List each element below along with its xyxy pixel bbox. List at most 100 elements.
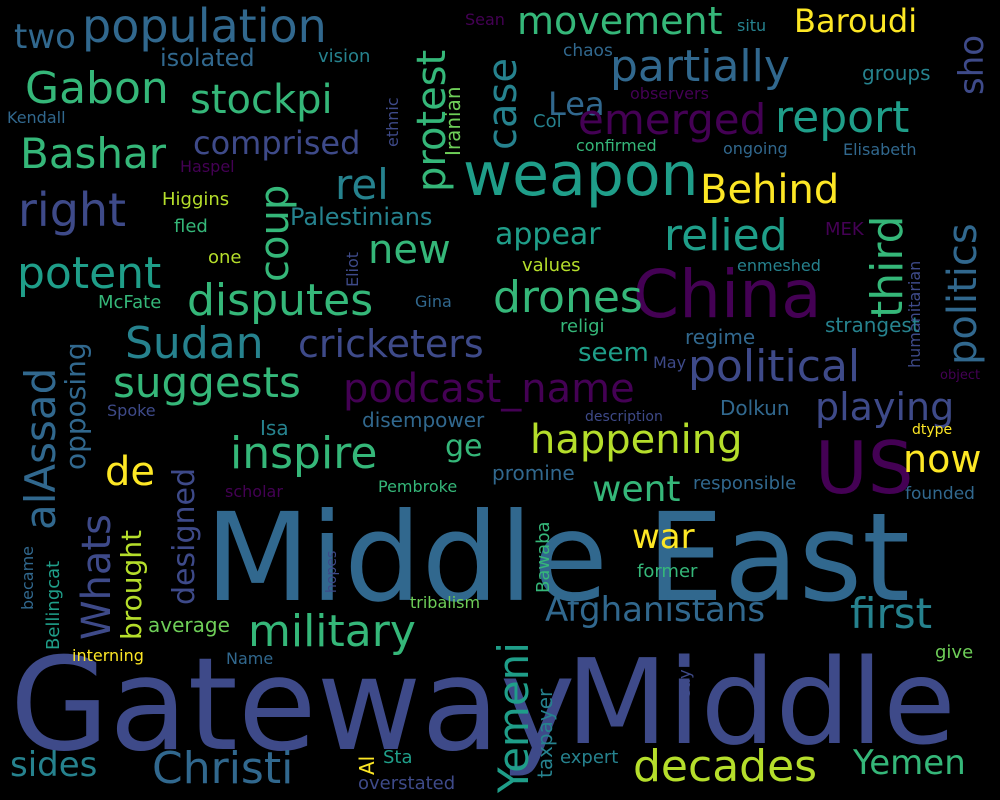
word-sho: sho <box>952 34 992 95</box>
word-politics: politics <box>940 223 986 365</box>
word-war: war <box>632 517 695 557</box>
word-description: description <box>585 409 663 425</box>
word-emerged: emerged <box>578 95 767 144</box>
word-population: population <box>82 0 327 53</box>
word-first: first <box>850 589 933 638</box>
word-relied: relied <box>664 210 788 261</box>
word-gabon: Gabon <box>25 63 169 114</box>
word-isolated: isolated <box>160 44 255 72</box>
word-military: military <box>248 606 416 657</box>
word-founded: founded <box>905 484 975 504</box>
word-protest: protest <box>409 49 455 192</box>
word-behind: Behind <box>700 167 840 213</box>
word-object: object <box>940 368 981 383</box>
word-ongoing: ongoing <box>723 139 788 158</box>
word-yemeni: Yemeni <box>489 642 538 793</box>
word-groups: groups <box>862 61 931 85</box>
word-taxpayer: taxpayer <box>533 688 557 778</box>
word-col: Col <box>533 111 562 132</box>
word-weapon: weapon <box>463 140 699 210</box>
word-christi: Christi <box>152 743 294 794</box>
word-scholar: scholar <box>225 482 283 501</box>
word-alassad: alAssad <box>16 367 65 530</box>
word-give: give <box>935 642 974 663</box>
word-mcfate: McFate <box>98 292 162 313</box>
word-bashar: Bashar <box>20 129 167 178</box>
word-afghanistans: Afghanistans <box>545 590 766 630</box>
word-kendall: Kendall <box>7 108 66 127</box>
word-decades: decades <box>633 741 818 792</box>
word-playing: playing <box>815 385 955 429</box>
word-political: political <box>688 341 861 392</box>
word-two: two <box>14 17 76 57</box>
word-drones: drones <box>493 272 643 323</box>
word-gina: Gina <box>415 292 452 311</box>
word-suggests: suggests <box>113 358 301 407</box>
word-average: average <box>148 613 230 637</box>
word-values: values <box>522 255 581 276</box>
word-disempower: disempower <box>362 408 485 432</box>
word-palestinians: Palestinians <box>290 203 433 231</box>
word-cricketers: cricketers <box>298 322 484 366</box>
word-higgins: Higgins <box>162 189 230 210</box>
word-isa: Isa <box>260 416 289 440</box>
word-dtype: dtype <box>912 422 953 438</box>
word-sides: sides <box>10 745 98 785</box>
word-seem: seem <box>578 338 649 368</box>
word-new: new <box>368 227 451 273</box>
word-inspire: inspire <box>230 428 378 479</box>
word-mek: MEK <box>825 219 864 240</box>
word-disputes: disputes <box>187 275 374 326</box>
word-vision: vision <box>318 46 371 67</box>
word-situ: situ <box>737 16 767 35</box>
word-gateway: Gateway <box>10 631 576 780</box>
word-spoke: Spoke <box>107 401 156 420</box>
word-de: de <box>105 449 155 495</box>
word-interning: interning <box>72 646 144 665</box>
word-designed: designed <box>167 467 202 605</box>
word-opposing: opposing <box>59 342 92 470</box>
word-appear: appear <box>495 217 601 252</box>
word-ge: ge <box>445 429 483 464</box>
word-sta: Sta <box>383 747 413 768</box>
word-tribalism: tribalism <box>410 593 481 612</box>
word-responsible: responsible <box>693 473 797 494</box>
word-report: report <box>775 92 910 143</box>
word-rel: rel <box>335 160 389 209</box>
word-regime: regime <box>685 325 756 349</box>
word-ethnic: ethnic <box>383 97 402 147</box>
word-pembroke: Pembroke <box>378 477 458 496</box>
word-bawaba: Bawaba <box>533 521 554 593</box>
word-case: case <box>480 58 526 150</box>
word-happening: happening <box>530 417 743 463</box>
word-us: US <box>815 426 914 510</box>
word-elisabeth: Elisabeth <box>843 140 917 159</box>
word-comprised: comprised <box>193 124 361 162</box>
word-hopes: hopes <box>324 550 340 593</box>
word-dolkun: Dolkun <box>720 396 790 420</box>
word-whats: Whats <box>74 514 120 640</box>
word-now: now <box>903 437 982 481</box>
word-former: former <box>637 561 698 582</box>
word-became: became <box>18 545 37 610</box>
word-right: right <box>18 183 127 237</box>
word-third: third <box>862 215 913 318</box>
word-strangest: strangest <box>825 313 920 337</box>
word-say: say <box>675 669 694 697</box>
word-bellingcat: Bellingcat <box>43 560 64 650</box>
word-sean: Sean <box>465 10 505 29</box>
word-observers: observers <box>630 84 709 103</box>
word-overstated: overstated <box>358 773 456 794</box>
word-podcast-name: podcast_name <box>343 366 635 412</box>
word-lea: Lea <box>548 85 605 123</box>
word-sudan: Sudan <box>125 318 264 369</box>
word-fled: fled <box>174 216 208 237</box>
word-movement: movement <box>517 0 723 43</box>
word-stockpi: stockpi <box>190 77 333 123</box>
word-middle-east: Middle East <box>205 487 911 629</box>
word-promine: promine <box>492 461 575 485</box>
word-middle-large: Middle <box>566 633 956 771</box>
word-baroudi: Baroudi <box>794 2 918 40</box>
word-yemen: Yemen <box>853 743 966 783</box>
